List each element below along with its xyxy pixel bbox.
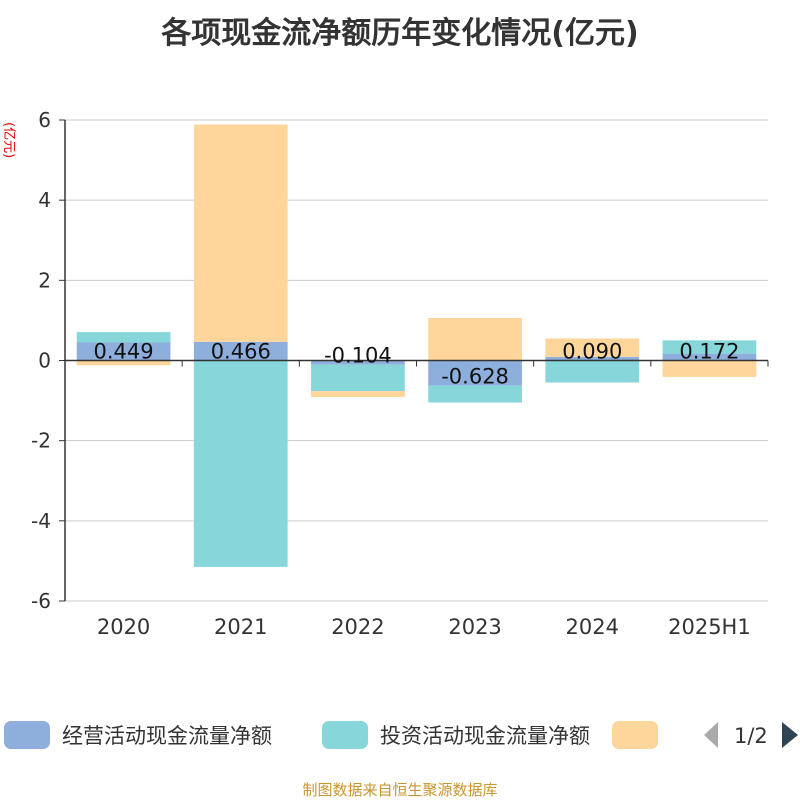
bar-2-2024 [545,360,640,383]
y-tick-label: -4 [31,509,51,533]
y-tick-label: -2 [31,429,51,453]
bars [76,124,757,567]
source-note: 制图数据来自恒生聚源数据库 [302,781,498,799]
legend-page-indicator: 1/2 [734,724,768,748]
bar-1-2021 [193,341,288,361]
bar-3-2022 [311,391,405,398]
legend-label-1: 经营活动现金流量净额 [62,724,272,748]
legend: 经营活动现金流量净额 投资活动现金流量净额 1/2 [4,721,798,749]
legend-swatch-3 [612,721,658,749]
y-tick-label: 0 [38,349,51,373]
y-tick-label: 6 [38,108,51,132]
x-tick-label: 2020 [97,615,150,639]
legend-prev-icon [704,722,718,748]
x-tick-label: 2023 [448,615,501,639]
legend-next-icon [782,722,798,748]
bar-3-2021 [193,124,288,342]
x-tick-label: 2025H1 [668,615,751,639]
bar-3-2024 [545,338,640,357]
bar-2-2022 [311,364,405,392]
x-tick-label: 2022 [331,615,384,639]
bar-3-2023 [428,318,522,361]
data-label: -0.628 [441,365,509,389]
data-label: 0.172 [679,340,739,364]
legend-swatch-1 [4,721,50,749]
data-labels: 0.449 0.466 -0.104 -0.628 0.090 0.172 [94,340,740,389]
data-label: -0.104 [324,344,392,368]
axes: 6 4 2 0 -2 -4 -6 2020 2021 2022 2023 2024 2025H1 [31,108,769,639]
bar-3-2020 [76,360,171,366]
data-label: 0.090 [562,340,622,364]
bar-1-2022 [311,360,405,365]
legend-label-2: 投资活动现金流量净额 [380,724,590,748]
bar-2-2023 [428,385,522,403]
y-tick-label: 4 [38,188,51,212]
bar-1-2023 [428,360,522,386]
bar-3-2025H1 [662,360,757,377]
bar-1-2025H1 [662,353,757,361]
bar-2-2021 [193,360,288,567]
x-tick-label: 2021 [214,615,267,639]
data-label: 0.466 [211,340,271,364]
y-axis-title: (亿元) [1,122,16,158]
y-tick-label: 2 [38,268,51,292]
bar-1-2024 [545,356,640,361]
chart-title: 各项现金流净额历年变化情况(亿元) [161,16,639,51]
bar-2-2025H1 [662,340,757,354]
bar-2-2020 [76,332,171,343]
bar-1-2020 [76,342,171,361]
legend-swatch-2 [322,721,368,749]
y-tick-label: -6 [31,589,51,613]
data-label: 0.449 [94,340,154,364]
x-tick-label: 2024 [566,615,619,639]
